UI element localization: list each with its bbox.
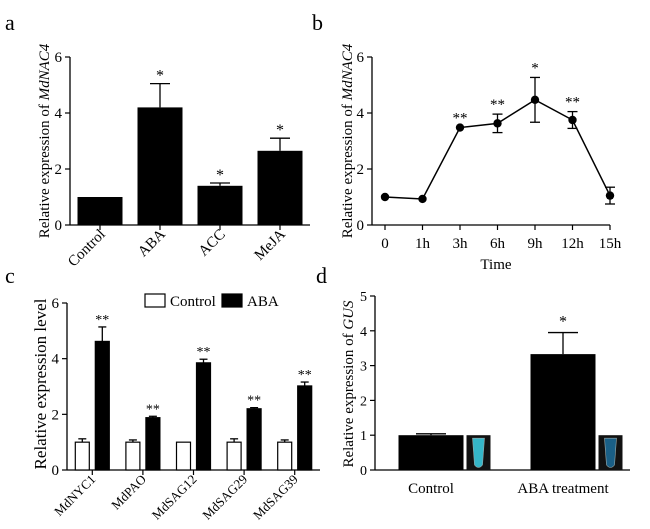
panel-a-significance: * [216,167,224,184]
panel-c-ylabel: Relative expression level [31,298,50,469]
panel-c-bar-aba [145,417,161,471]
panel-b-significance: * [531,60,539,76]
panel-c-bar-control [226,441,242,471]
panel-d-bar [530,354,596,470]
panel-c-bar-aba [195,362,212,471]
panel-a-letter: a [5,10,15,35]
panel-b-y-tick-label: 2 [357,162,365,178]
panel-a-x-tick-label: ABA [135,226,169,260]
panel-d-significance: * [559,314,567,331]
panel-b-point [568,115,577,125]
panel-c-letter: c [5,263,15,288]
panel-d-chart: Relative expression of GUS 0 1 2 3 4 5 Control… [341,290,630,497]
panel-b-y-tick-label: 6 [357,50,365,66]
panel-a-chart: Relative expression of MdNAC4 0 2 4 6 Contro… [37,43,310,270]
panel-c-chart: Relative expression level 0246**MdNYC1**… [31,293,320,523]
panel-c-legend-swatch [221,293,243,308]
panel-c-bar-control [175,441,192,471]
panel-b-point [418,194,427,204]
panel-c-legend-label: Control [170,294,216,310]
panel-b-significance: ** [453,111,468,127]
panel-b-point [493,119,502,128]
panel-b-y-tick-label: 0 [357,218,365,234]
panel-a-y-tick-label: 2 [55,162,63,178]
panel-c-x-tick-label: MdSAG39 [250,472,301,523]
panel-a-y-tick-label: 6 [55,50,63,66]
panel-c-x-tick-label: MdSAG29 [199,472,250,523]
panel-b-x-tick-label: 1h [415,236,431,252]
panel-b-point [530,95,540,105]
panel-a-x-tick-label: ACC [196,227,229,260]
panel-b-point [380,192,390,202]
panel-a-bar [197,185,243,225]
panel-d-ylabel: Relative expression of GUS [341,300,357,468]
panel-c-legend-label: ABA [247,294,279,310]
panel-d-tube [472,437,485,468]
panel-c-legend-swatch [144,293,166,308]
panel-d-x-tick-label: ABA treatment [517,481,609,497]
panel-b-significance: ** [490,97,505,113]
panel-b-x-tick-label: 6h [490,236,506,252]
panel-c-y-tick-label: 2 [52,407,60,423]
panel-b-xlabel: Time [480,257,511,273]
panel-b-x-tick-label: 3h [453,236,469,252]
panel-c-y-tick-label: 4 [52,352,60,368]
panel-c-y-tick-label: 0 [52,463,60,479]
panel-c-bar-aba [94,340,110,471]
panel-d-y-tick-label: 2 [360,394,367,409]
panel-b-point [455,123,465,132]
panel-b-letter: b [312,10,323,35]
panel-a-bar [77,197,123,225]
panel-b-y-tick-label: 4 [357,106,365,122]
panel-c-significance: ** [247,394,261,409]
panel-c-significance: ** [146,402,160,417]
panel-d-x-tick-label: Control [408,481,454,497]
panel-b-point [605,191,615,200]
panel-a-significance: * [276,122,284,139]
panel-c-bar-aba [297,385,313,471]
panel-c-significance: ** [197,345,211,360]
panel-b-x-tick-label: 12h [561,236,584,252]
panel-d-y-tick-label: 5 [360,290,367,305]
panel-d-y-tick-label: 3 [360,360,367,375]
panel-d-tube [604,437,617,468]
panel-c-bar-control [74,441,90,471]
panel-c-x-tick-label: MdPAO [108,472,149,513]
panel-c-bar-aba [246,408,262,471]
panel-a-bar [257,150,303,225]
panel-a-bar [137,107,183,225]
panel-a-significance: * [156,68,164,85]
panel-a-x-tick-label: MeJA [252,226,289,263]
panel-a-ylabel: Relative expression of MdNAC4 [37,43,53,238]
panel-d-y-tick-label: 0 [360,464,367,479]
panel-c-significance: ** [95,313,109,328]
panel-a-y-tick-label: 4 [55,106,63,122]
panel-b-significance: ** [565,95,580,111]
panel-b-x-tick-label: 9h [528,236,544,252]
panel-c-x-tick-label: MdSAG12 [149,472,200,523]
panel-c-significance: ** [298,368,312,383]
panel-d-bar [398,435,464,470]
panel-b-x-tick-label: 0 [381,236,389,252]
panel-d-letter: d [316,263,327,288]
panel-a-y-tick-label: 0 [55,218,63,234]
panel-b-ylabel: Relative expression of MdNAC4 [340,43,356,238]
panel-b-x-tick-label: 15h [599,236,622,252]
panel-b-chart: Relative expression of MdNAC4 Time 0 2 4 6 0… [340,43,622,273]
panel-c-bar-control [277,441,293,471]
panel-c-y-tick-label: 6 [52,296,60,312]
panel-d-y-tick-label: 4 [360,325,367,340]
panel-a-x-tick-label: Control [65,227,109,271]
panel-d-y-tick-label: 1 [360,429,367,444]
panel-c-bar-control [125,441,141,471]
